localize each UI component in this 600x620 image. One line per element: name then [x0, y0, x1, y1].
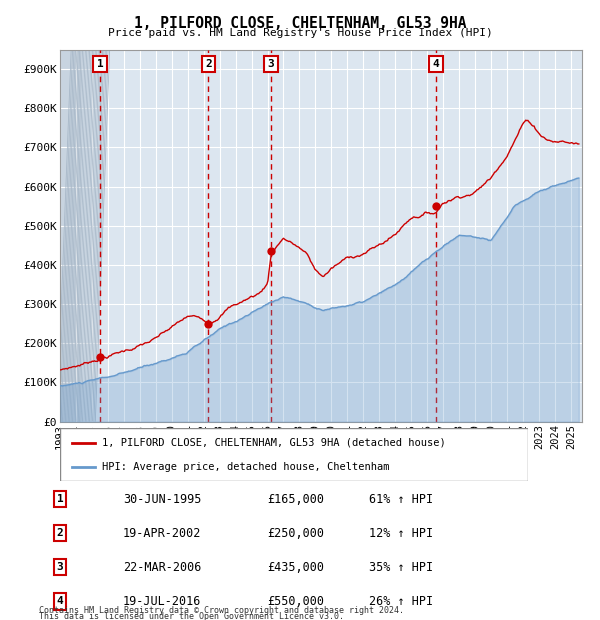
Text: 61% ↑ HPI: 61% ↑ HPI: [369, 493, 433, 505]
Text: Price paid vs. HM Land Registry's House Price Index (HPI): Price paid vs. HM Land Registry's House …: [107, 28, 493, 38]
Text: 3: 3: [268, 59, 274, 69]
Text: 2: 2: [205, 59, 212, 69]
Text: £165,000: £165,000: [267, 493, 324, 505]
Text: £435,000: £435,000: [267, 561, 324, 574]
Text: 2: 2: [56, 528, 64, 538]
Text: 4: 4: [56, 596, 64, 606]
Text: 3: 3: [56, 562, 64, 572]
Text: Contains HM Land Registry data © Crown copyright and database right 2024.: Contains HM Land Registry data © Crown c…: [39, 606, 404, 614]
Text: This data is licensed under the Open Government Licence v3.0.: This data is licensed under the Open Gov…: [39, 613, 344, 620]
Text: 12% ↑ HPI: 12% ↑ HPI: [369, 527, 433, 539]
Text: £550,000: £550,000: [267, 595, 324, 608]
Text: 30-JUN-1995: 30-JUN-1995: [123, 493, 202, 505]
Text: 1, PILFORD CLOSE, CHELTENHAM, GL53 9HA (detached house): 1, PILFORD CLOSE, CHELTENHAM, GL53 9HA (…: [102, 438, 446, 448]
Text: 19-APR-2002: 19-APR-2002: [123, 527, 202, 539]
Text: HPI: Average price, detached house, Cheltenham: HPI: Average price, detached house, Chel…: [102, 463, 389, 472]
Text: 22-MAR-2006: 22-MAR-2006: [123, 561, 202, 574]
Text: 26% ↑ HPI: 26% ↑ HPI: [369, 595, 433, 608]
Text: 1, PILFORD CLOSE, CHELTENHAM, GL53 9HA: 1, PILFORD CLOSE, CHELTENHAM, GL53 9HA: [134, 16, 466, 30]
Text: 1: 1: [97, 59, 103, 69]
Text: 1: 1: [56, 494, 64, 504]
Text: 19-JUL-2016: 19-JUL-2016: [123, 595, 202, 608]
Text: 4: 4: [433, 59, 439, 69]
Text: £250,000: £250,000: [267, 527, 324, 539]
Text: 35% ↑ HPI: 35% ↑ HPI: [369, 561, 433, 574]
